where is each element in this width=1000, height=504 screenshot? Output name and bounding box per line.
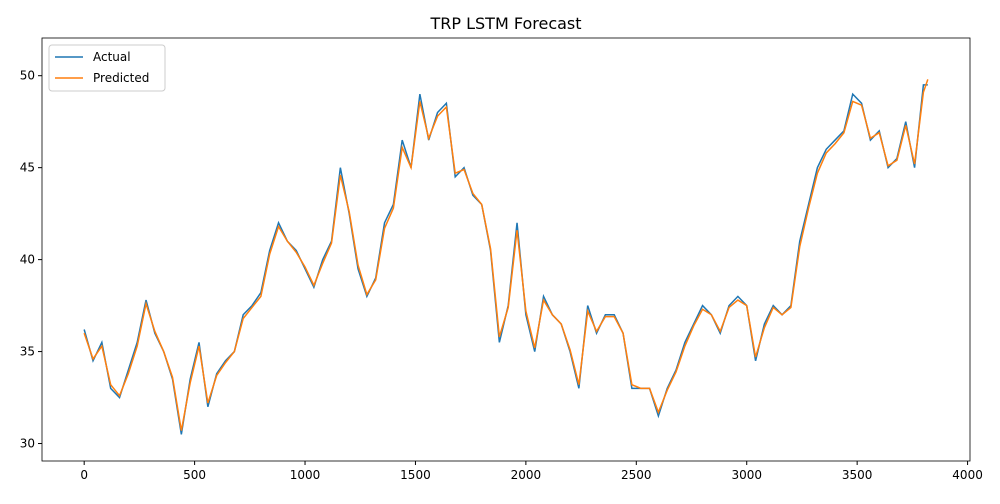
y-tick-label: 50	[20, 69, 35, 83]
legend-label: Actual	[93, 50, 131, 64]
series-line	[83, 79, 929, 431]
y-tick-label: 30	[20, 437, 35, 451]
x-tick-label: 1500	[400, 468, 431, 482]
plot-frame	[41, 37, 971, 462]
y-tick-label: 35	[20, 345, 35, 359]
x-tick-label: 3000	[731, 468, 762, 482]
x-tick-label: 3500	[842, 468, 873, 482]
series-line	[83, 84, 928, 435]
x-tick-label: 4000	[952, 468, 983, 482]
chart-title: TRP LSTM Forecast	[429, 14, 581, 33]
x-tick-label: 500	[183, 468, 206, 482]
y-tick-label: 45	[20, 161, 35, 175]
y-tick-label: 40	[20, 253, 35, 267]
legend-label: Predicted	[93, 71, 149, 85]
x-tick-label: 1000	[290, 468, 321, 482]
x-tick-label: 2000	[511, 468, 542, 482]
x-tick-label: 0	[80, 468, 88, 482]
x-tick-label: 2500	[621, 468, 652, 482]
